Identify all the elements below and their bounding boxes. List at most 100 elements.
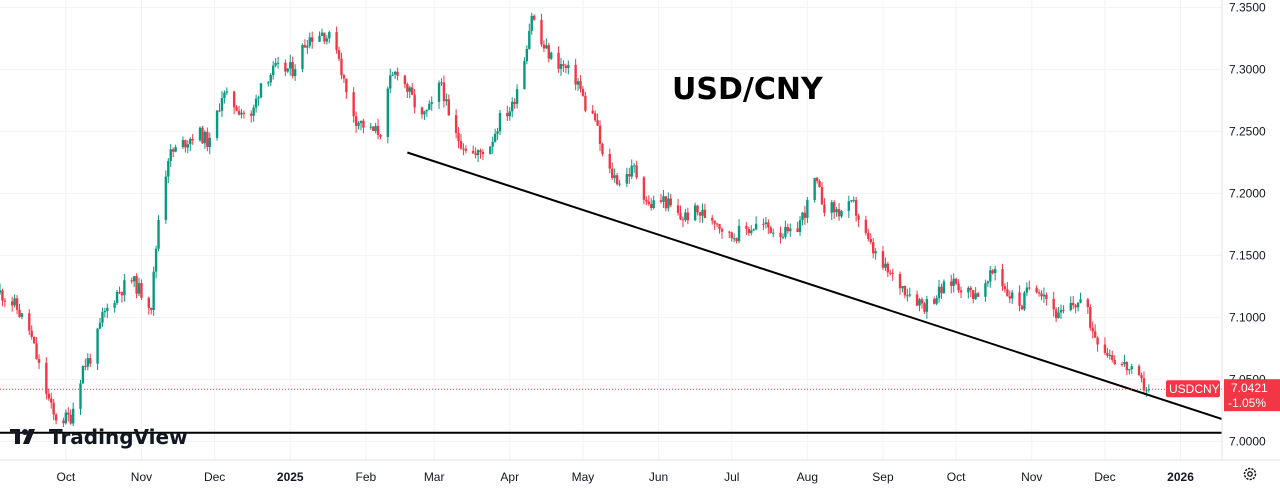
candle-down[interactable] [462, 148, 465, 150]
candle-down[interactable] [920, 299, 924, 304]
candle-down[interactable] [679, 212, 682, 220]
candle-down[interactable] [50, 398, 53, 403]
candle-up[interactable] [632, 165, 636, 167]
candle-up[interactable] [559, 64, 563, 69]
candle-up[interactable] [701, 209, 704, 216]
candle-down[interactable] [696, 205, 699, 213]
candle-down[interactable] [1096, 337, 1099, 345]
candle-down[interactable] [69, 414, 72, 424]
candle-up[interactable] [625, 174, 629, 184]
candle-up[interactable] [225, 91, 229, 93]
candle-up[interactable] [1128, 369, 1131, 371]
candle-up[interactable] [813, 177, 816, 201]
candle-down[interactable] [396, 71, 399, 76]
candle-down[interactable] [10, 301, 14, 306]
candle-down[interactable] [1113, 359, 1116, 365]
candle-up[interactable] [528, 30, 531, 49]
candle-down[interactable] [574, 64, 577, 85]
candle-down[interactable] [711, 217, 714, 221]
candle-down[interactable] [745, 225, 748, 229]
candle-up[interactable] [1057, 312, 1060, 319]
candle-up[interactable] [103, 311, 107, 313]
candle-down[interactable] [718, 224, 721, 229]
candle-up[interactable] [662, 196, 665, 202]
candle-up[interactable] [445, 99, 448, 102]
candle-up[interactable] [852, 199, 855, 201]
candle-up[interactable] [884, 263, 887, 268]
candle-up[interactable] [576, 81, 580, 85]
candle-down[interactable] [591, 110, 594, 114]
candle-down[interactable] [1106, 352, 1109, 356]
candle-down[interactable] [1045, 294, 1048, 299]
candle-down[interactable] [1040, 293, 1043, 297]
candle-up[interactable] [567, 64, 570, 69]
candle-up[interactable] [1130, 366, 1133, 370]
candle-up[interactable] [901, 286, 904, 289]
candle-up[interactable] [389, 75, 392, 89]
candle-down[interactable] [532, 15, 536, 20]
candle-up[interactable] [489, 146, 492, 155]
candle-down[interactable] [89, 358, 92, 364]
candle-down[interactable] [54, 414, 58, 421]
candle-down[interactable] [1006, 289, 1009, 297]
candle-up[interactable] [874, 251, 877, 254]
candle-down[interactable] [32, 336, 36, 344]
candle-down[interactable] [140, 283, 143, 298]
candle-down[interactable] [1074, 305, 1077, 308]
candle-down[interactable] [596, 120, 599, 126]
candle-up[interactable] [508, 111, 511, 117]
candle-down[interactable] [447, 99, 450, 116]
candle-down[interactable] [403, 75, 407, 85]
candle-down[interactable] [37, 359, 41, 363]
candle-up[interactable] [325, 38, 329, 42]
candle-down[interactable] [352, 92, 355, 117]
candle-down[interactable] [47, 393, 50, 399]
candle-up[interactable] [167, 160, 170, 177]
candle-down[interactable] [474, 153, 477, 156]
candle-down[interactable] [715, 223, 719, 225]
candle-down[interactable] [698, 212, 702, 216]
candle-up[interactable] [220, 98, 224, 111]
candle-down[interactable] [1018, 292, 1021, 306]
candle-down[interactable] [686, 212, 690, 221]
candle-down[interactable] [676, 205, 680, 213]
candle-down[interactable] [479, 150, 482, 152]
candle-down[interactable] [584, 95, 587, 111]
candle-down[interactable] [642, 177, 646, 200]
candle-down[interactable] [3, 300, 7, 302]
candle-up[interactable] [215, 110, 219, 138]
candle-up[interactable] [276, 62, 280, 64]
candle-up[interactable] [1079, 299, 1082, 303]
candle-down[interactable] [728, 231, 731, 233]
candle-down[interactable] [786, 226, 790, 232]
candle-up[interactable] [908, 294, 911, 296]
candle-up[interactable] [81, 365, 85, 384]
candle-up[interactable] [174, 147, 177, 152]
candle-up[interactable] [847, 201, 851, 211]
candle-up[interactable] [806, 200, 809, 218]
candle-down[interactable] [150, 308, 153, 310]
candle-up[interactable] [437, 82, 441, 103]
candle-up[interactable] [764, 222, 768, 224]
candle-down[interactable] [18, 309, 21, 317]
candle-down[interactable] [647, 201, 651, 204]
candle-up[interactable] [101, 312, 104, 323]
candle-up[interactable] [428, 103, 431, 110]
time-axis[interactable]: Oct Nov Dec 2025 Feb Mar Apr May Jun Jul Aug Sep Oct… [57, 470, 1195, 484]
candle-up[interactable] [476, 150, 480, 156]
candle-down[interactable] [767, 222, 770, 228]
candle-down[interactable] [540, 19, 543, 45]
candle-down[interactable] [969, 287, 972, 291]
candle-up[interactable] [1023, 292, 1026, 310]
candle-down[interactable] [218, 110, 221, 112]
candle-down[interactable] [903, 286, 907, 296]
candle-up[interactable] [784, 226, 787, 237]
candle-down[interactable] [730, 232, 733, 239]
candle-up[interactable] [754, 223, 758, 230]
candle-down[interactable] [562, 64, 565, 66]
candle-down[interactable] [130, 280, 133, 282]
candle-down[interactable] [513, 101, 516, 104]
candle-down[interactable] [881, 251, 885, 268]
candle-up[interactable] [0, 290, 2, 293]
candle-down[interactable] [869, 238, 872, 243]
